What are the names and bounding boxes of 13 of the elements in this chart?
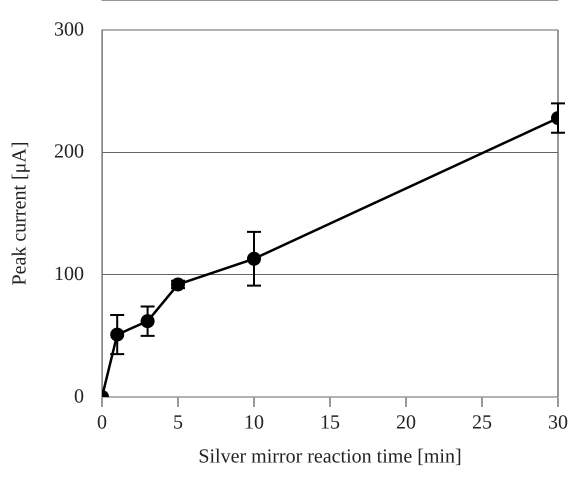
x-tick-label: 15 (320, 411, 340, 434)
x-tick-label: 25 (472, 411, 492, 434)
y-tick-label: 200 (54, 140, 84, 163)
x-tick-label: 10 (244, 411, 264, 434)
x-tick-label: 0 (97, 411, 107, 434)
y-tick-label: 0 (74, 385, 84, 408)
x-tick-label: 30 (548, 411, 568, 434)
y-tick-label: 300 (54, 18, 84, 40)
y-axis-title: Peak current [μA] (8, 142, 30, 286)
x-tick-label: 20 (396, 411, 416, 434)
x-tick-label: 5 (173, 411, 183, 434)
x-axis-title: Silver mirror reaction time [min] (198, 445, 462, 468)
y-tick-label: 100 (54, 262, 84, 285)
